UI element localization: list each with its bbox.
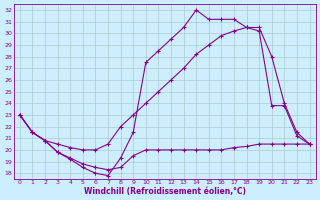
X-axis label: Windchill (Refroidissement éolien,°C): Windchill (Refroidissement éolien,°C)	[84, 187, 246, 196]
